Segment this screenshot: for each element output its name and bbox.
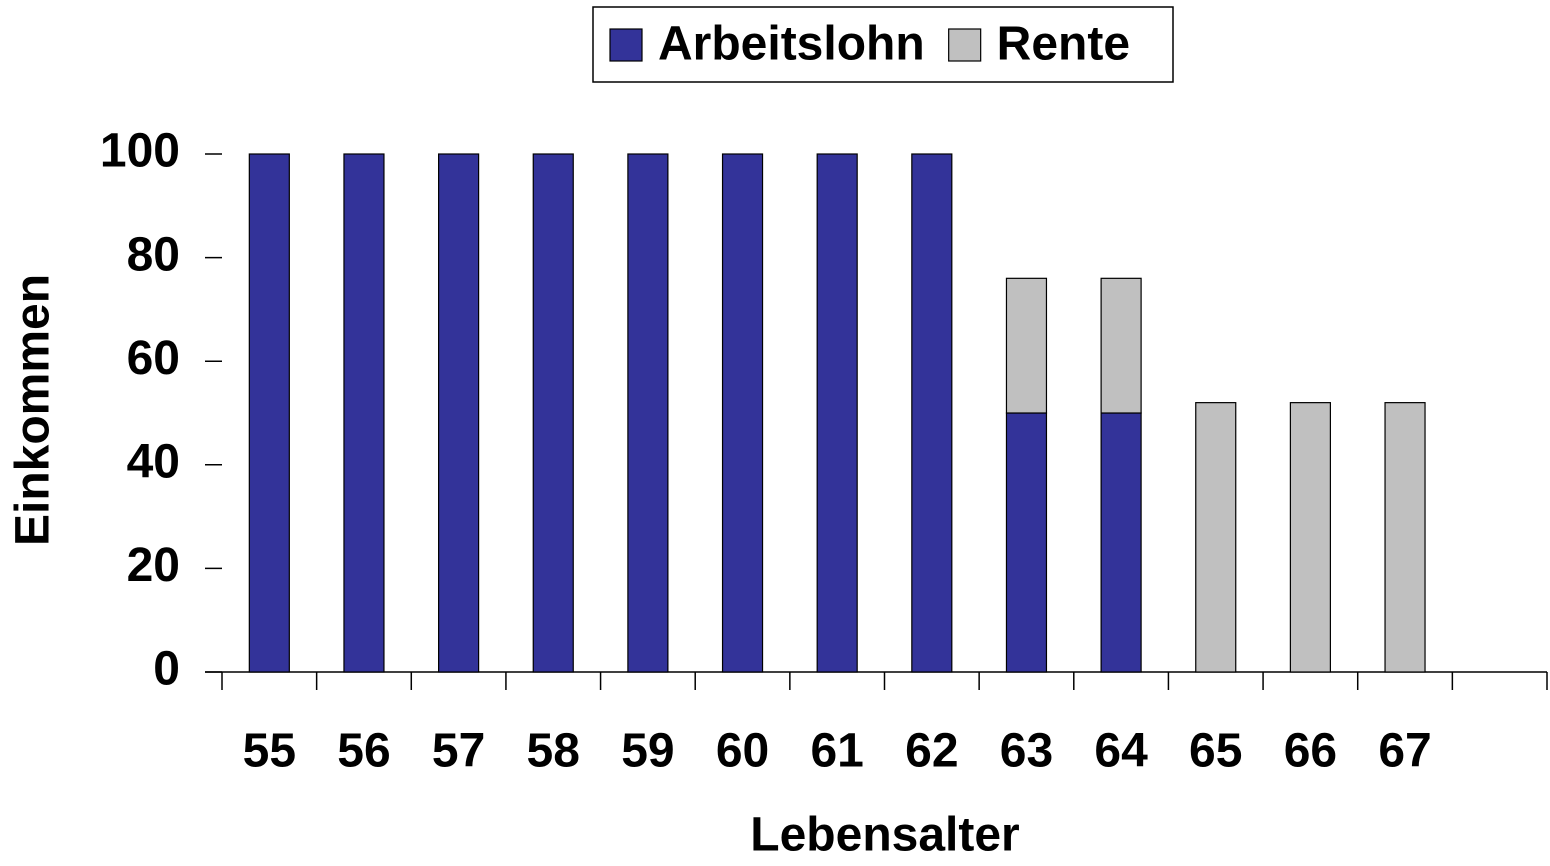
x-axis-label: Lebensalter	[750, 809, 1019, 862]
x-tick-label: 65	[1189, 725, 1242, 778]
x-tick-label: 61	[810, 725, 863, 778]
y-axis-label: Einkommen	[7, 274, 60, 546]
bar-segment	[532, 153, 574, 673]
bar-segment	[438, 153, 480, 673]
bar-segment	[1384, 402, 1426, 673]
bar-segment	[911, 153, 953, 673]
bar-segment	[248, 153, 290, 673]
bar-segment	[1005, 277, 1048, 414]
x-tick-label: 60	[716, 725, 769, 778]
legend-swatch	[948, 28, 982, 62]
legend-box	[592, 6, 1174, 83]
x-tick-label: 59	[621, 725, 674, 778]
y-tick-label: 0	[153, 643, 180, 696]
bar-segment	[343, 153, 385, 673]
bar-segment	[1289, 402, 1331, 673]
x-tick-label: 57	[432, 725, 485, 778]
x-tick-label: 64	[1094, 725, 1148, 778]
x-tick-label: 66	[1284, 725, 1337, 778]
y-tick-label: 20	[127, 539, 180, 592]
legend-label: Arbeitslohn	[658, 18, 925, 71]
y-tick-label: 40	[127, 435, 180, 488]
y-tick-label: 60	[127, 332, 180, 385]
x-tick-label: 67	[1378, 725, 1431, 778]
x-tick-label: 58	[527, 725, 580, 778]
bar-segment	[1005, 412, 1048, 673]
bar-segment	[627, 153, 669, 673]
bar-segment	[1195, 402, 1237, 673]
bar-segment	[1100, 412, 1142, 673]
bar-segment	[1100, 277, 1142, 414]
legend-label: Rente	[997, 18, 1130, 71]
bar-segment	[721, 153, 764, 673]
legend-swatch	[609, 28, 643, 62]
y-tick-label: 100	[100, 125, 180, 178]
bar-segment	[816, 153, 858, 673]
x-tick-label: 55	[243, 725, 296, 778]
x-tick-label: 56	[337, 725, 390, 778]
y-tick-label: 80	[127, 228, 180, 281]
x-tick-label: 63	[1000, 725, 1053, 778]
x-tick-label: 62	[905, 725, 958, 778]
